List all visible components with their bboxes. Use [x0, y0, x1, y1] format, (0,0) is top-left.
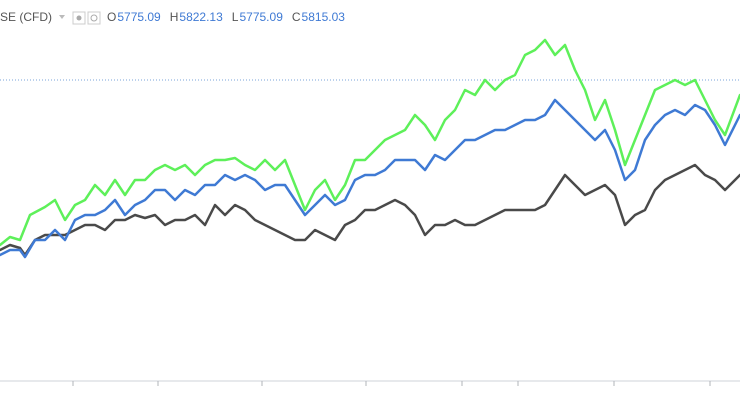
- ohlc-value: 5775.09: [239, 10, 283, 24]
- ohlc-label: L: [232, 10, 239, 24]
- settings-icon-gear: [90, 14, 98, 22]
- series-line: [0, 163, 740, 257]
- ohlc-label: C: [292, 10, 301, 24]
- plot-area: [0, 38, 740, 259]
- legend-header: SE (CFD) O 5775.09 H 5822.13 L 5775.09 C 5815.0…: [0, 8, 365, 28]
- ohlc-label: O: [107, 10, 116, 24]
- eye-icon-dot: [76, 15, 82, 21]
- ohlc-value: 5822.13: [179, 10, 223, 24]
- ohlc-label: H: [170, 10, 179, 24]
- series-line: [0, 98, 740, 259]
- ohlc-value: 5775.09: [117, 10, 161, 24]
- ohlc-value: 5815.03: [302, 10, 346, 24]
- dropdown-arrow[interactable]: [59, 15, 65, 19]
- symbol-name: SE (CFD): [0, 10, 52, 24]
- x-axis-ticks: [72, 381, 711, 386]
- settings-icon[interactable]: [87, 11, 101, 25]
- series-line: [0, 38, 740, 247]
